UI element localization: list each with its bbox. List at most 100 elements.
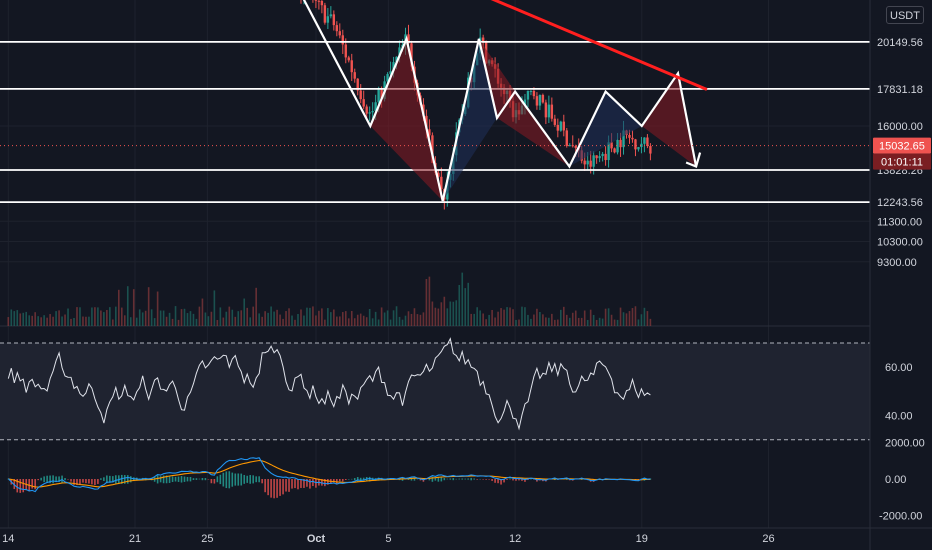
volume-bar — [237, 311, 240, 326]
macd-histogram-bar — [467, 478, 470, 480]
candle-body — [323, 5, 327, 23]
macd-histogram-bar — [356, 477, 359, 482]
macd-histogram-bar — [476, 479, 478, 480]
macd-histogram-bar — [431, 476, 434, 482]
volume-bar — [31, 315, 33, 326]
candle-body — [583, 160, 586, 165]
macd-histogram-bar — [73, 479, 75, 485]
volume-bar — [353, 318, 356, 326]
candle-body — [523, 99, 527, 106]
volume-bar — [518, 319, 520, 326]
current-price-tag[interactable] — [873, 137, 931, 154]
macd-histogram-bar — [219, 474, 222, 485]
candle-body — [565, 130, 568, 146]
macd-histogram-bar — [159, 476, 162, 483]
volume-bar — [470, 313, 473, 326]
volume-bar — [557, 319, 559, 326]
volume-bar — [422, 312, 425, 326]
volume-bar — [156, 291, 159, 326]
volume-bar — [560, 309, 562, 326]
trend-line[interactable] — [481, 0, 708, 91]
volume-bar — [300, 309, 302, 326]
volume-bar — [377, 319, 380, 326]
macd-histogram-bar — [440, 476, 443, 482]
macd-histogram-bar — [252, 475, 254, 484]
volume-bar — [141, 312, 144, 326]
candle-body — [320, 1, 324, 6]
candle-body — [568, 145, 571, 147]
macd-histogram-bar — [297, 479, 299, 490]
candle-body — [622, 130, 625, 148]
volume-bar — [530, 318, 532, 326]
macd-histogram-bar — [512, 479, 514, 481]
volume-bar — [371, 318, 374, 326]
volume-bar — [222, 317, 225, 326]
volume-bar — [607, 308, 610, 326]
volume-bar — [431, 301, 434, 326]
volume-bar — [533, 314, 535, 326]
candle-body — [326, 16, 330, 23]
volume-bar — [82, 316, 84, 326]
macd-histogram-bar — [171, 476, 174, 483]
macd-histogram-bar — [79, 479, 81, 486]
candle-body — [646, 137, 649, 147]
price-tick-label: 12243.56 — [877, 197, 923, 209]
time-tick-label: 5 — [385, 533, 391, 545]
level-label-bg — [870, 33, 932, 50]
volume-bar — [100, 310, 102, 326]
volume-bar — [28, 315, 31, 326]
macd-histogram-bar — [267, 479, 269, 496]
candle-body — [526, 90, 530, 100]
macd-histogram-bar — [503, 479, 505, 483]
macd-histogram-bar — [273, 479, 275, 499]
macd-histogram-bar — [258, 476, 260, 483]
volume-bar — [509, 307, 511, 326]
macd-histogram-bar — [264, 479, 266, 493]
candle-body — [637, 147, 640, 150]
pattern-fill — [497, 91, 570, 167]
macd-histogram-bar — [359, 477, 362, 481]
pattern-fill — [478, 38, 516, 118]
volume-bar — [601, 318, 604, 326]
candle-body — [544, 102, 548, 118]
macd-histogram-bar — [19, 479, 22, 493]
candle-body — [314, 0, 318, 1]
macd-histogram-bar — [422, 479, 425, 482]
currency-button[interactable]: USDT — [886, 6, 924, 24]
volume-bar — [79, 307, 81, 326]
macd-histogram-bar — [419, 479, 422, 481]
candle-body — [631, 137, 634, 140]
macd-histogram-bar — [428, 477, 431, 481]
volume-bar — [252, 306, 254, 326]
volume-bar — [240, 310, 243, 326]
volume-bar — [243, 298, 246, 326]
macd-histogram-bar — [210, 479, 213, 484]
macd-histogram-bar — [16, 479, 19, 493]
volume-bar — [135, 317, 138, 326]
volume-bar — [303, 315, 305, 326]
macd-histogram-bar — [234, 473, 237, 486]
volume-bar — [595, 319, 598, 326]
volume-bar — [40, 317, 42, 326]
macd-histogram-bar — [291, 479, 293, 489]
volume-bar — [55, 311, 57, 326]
pattern-line[interactable] — [298, 0, 698, 202]
pattern-drawing[interactable] — [298, 0, 702, 202]
macd-tick-label: 2000.00 — [885, 437, 925, 449]
trend-line-segment[interactable] — [481, 0, 708, 91]
volume-bar — [434, 307, 437, 326]
macd-histogram-bar — [300, 479, 302, 488]
volume-bar — [649, 318, 652, 326]
volume-bar — [350, 310, 353, 326]
candle-body — [481, 37, 485, 42]
price-axis[interactable]: 9300.0010300.0011300.0012243.5613828.261… — [0, 33, 932, 269]
volume-bar — [70, 318, 72, 326]
macd-histogram-bar — [231, 472, 234, 487]
volume-bar — [368, 309, 371, 326]
macd-histogram-bar — [410, 477, 413, 481]
macd-histogram-bar — [315, 479, 317, 488]
macd-histogram-bar — [228, 471, 231, 489]
macd-histogram-bar — [115, 475, 117, 484]
candle-body — [589, 160, 592, 167]
